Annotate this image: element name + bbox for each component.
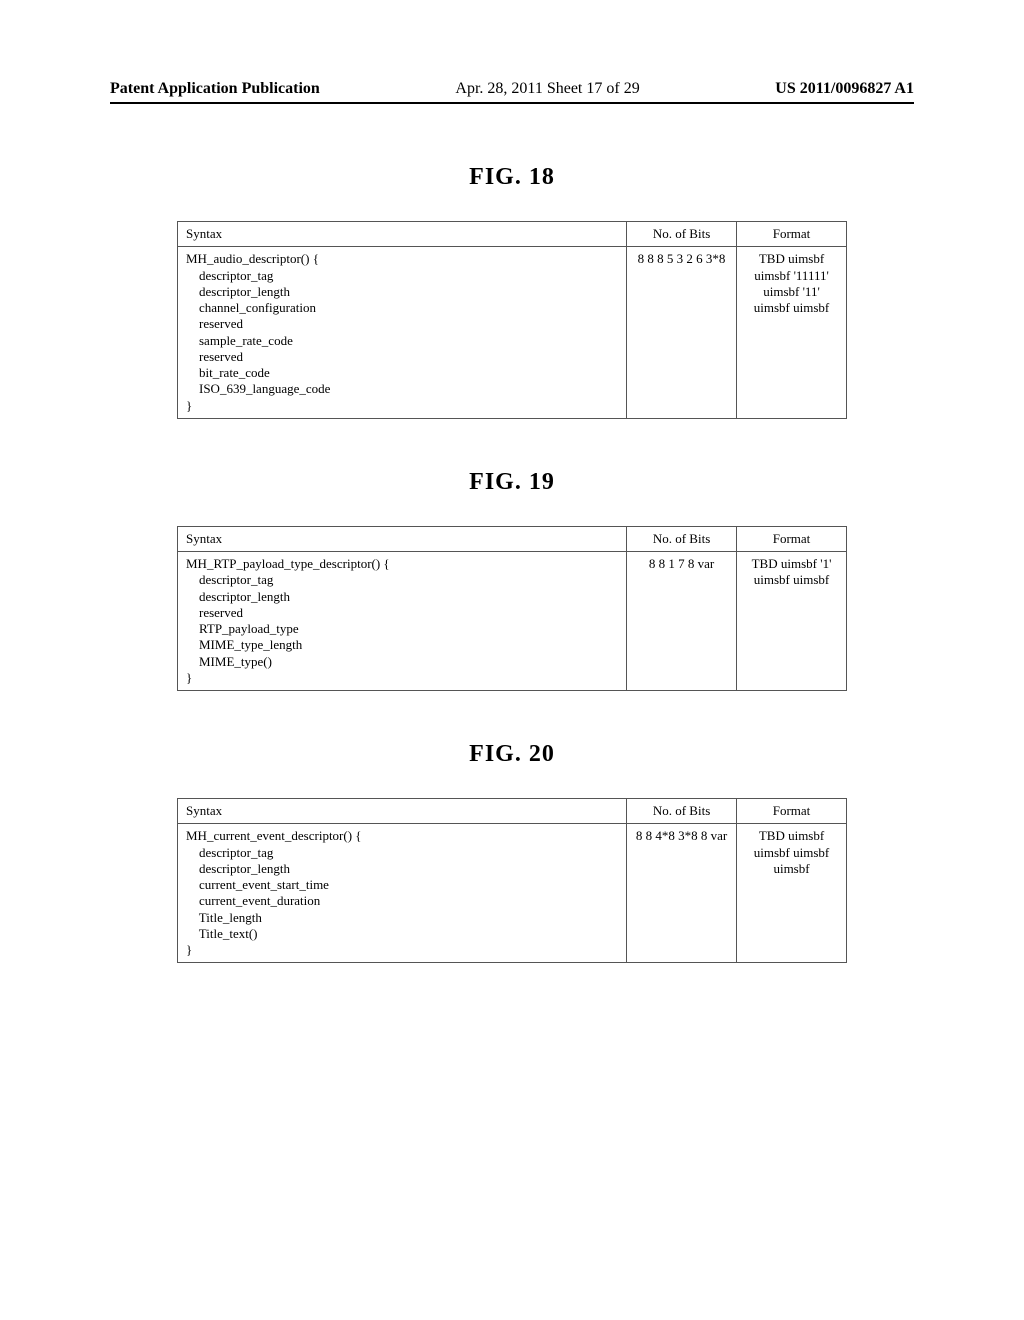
figure-caption: FIG. 19 <box>110 469 914 496</box>
figure-20: FIG. 20 Syntax No. of Bits Format MH_cur… <box>110 741 914 963</box>
syntax-table-18: Syntax No. of Bits Format MH_audio_descr… <box>177 221 847 419</box>
table-row: MH_current_event_descriptor() { descript… <box>178 824 847 963</box>
patent-page: Patent Application Publication Apr. 28, … <box>0 0 1024 1320</box>
table-header-row: Syntax No. of Bits Format <box>178 526 847 551</box>
header-pub-number: US 2011/0096827 A1 <box>775 80 914 98</box>
figure-18: FIG. 18 Syntax No. of Bits Format MH_aud… <box>110 164 914 419</box>
table-header-row: Syntax No. of Bits Format <box>178 222 847 247</box>
col-bits: No. of Bits <box>627 526 737 551</box>
cell-syntax: MH_current_event_descriptor() { descript… <box>178 824 627 963</box>
col-bits: No. of Bits <box>627 222 737 247</box>
cell-syntax: MH_audio_descriptor() { descriptor_tag d… <box>178 247 627 419</box>
cell-format: TBD uimsbf uimsbf '11111' uimsbf '11' ui… <box>737 247 847 419</box>
syntax-table-19: Syntax No. of Bits Format MH_RTP_payload… <box>177 526 847 691</box>
table-row: MH_RTP_payload_type_descriptor() { descr… <box>178 552 847 691</box>
header-publication: Patent Application Publication <box>110 80 320 98</box>
page-header: Patent Application Publication Apr. 28, … <box>110 80 914 104</box>
col-syntax: Syntax <box>178 222 627 247</box>
col-syntax: Syntax <box>178 526 627 551</box>
cell-bits: 8 8 8 5 3 2 6 3*8 <box>627 247 737 419</box>
col-format: Format <box>737 799 847 824</box>
cell-format: TBD uimsbf '1' uimsbf uimsbf <box>737 552 847 691</box>
col-bits: No. of Bits <box>627 799 737 824</box>
cell-format: TBD uimsbf uimsbf uimsbf uimsbf <box>737 824 847 963</box>
col-syntax: Syntax <box>178 799 627 824</box>
figure-caption: FIG. 20 <box>110 741 914 768</box>
col-format: Format <box>737 222 847 247</box>
table-row: MH_audio_descriptor() { descriptor_tag d… <box>178 247 847 419</box>
col-format: Format <box>737 526 847 551</box>
cell-bits: 8 8 1 7 8 var <box>627 552 737 691</box>
syntax-table-20: Syntax No. of Bits Format MH_current_eve… <box>177 798 847 963</box>
cell-syntax: MH_RTP_payload_type_descriptor() { descr… <box>178 552 627 691</box>
header-date-sheet: Apr. 28, 2011 Sheet 17 of 29 <box>455 80 639 98</box>
figure-caption: FIG. 18 <box>110 164 914 191</box>
figure-19: FIG. 19 Syntax No. of Bits Format MH_RTP… <box>110 469 914 691</box>
cell-bits: 8 8 4*8 3*8 8 var <box>627 824 737 963</box>
table-header-row: Syntax No. of Bits Format <box>178 799 847 824</box>
